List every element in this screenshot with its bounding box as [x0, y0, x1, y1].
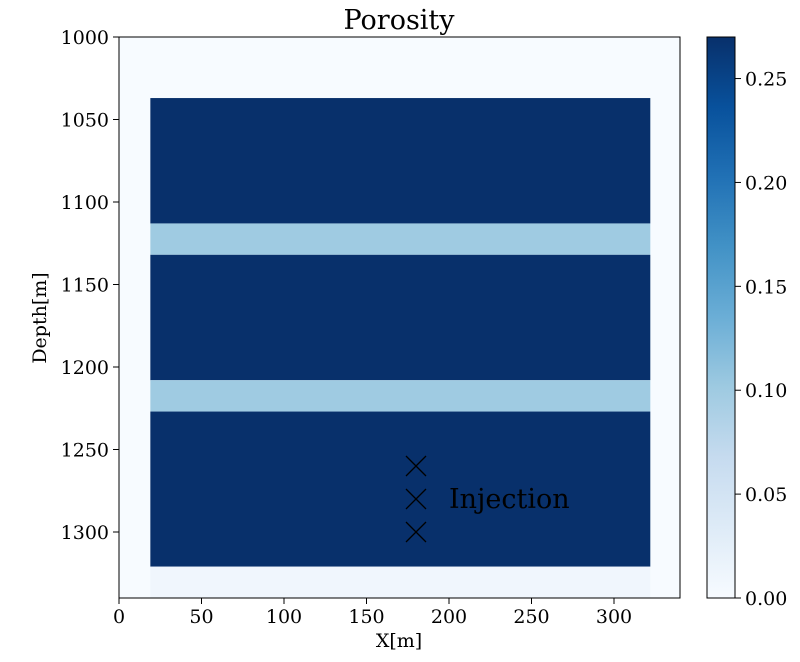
porosity-band-4 — [150, 380, 651, 412]
x-tick-label: 50 — [189, 606, 213, 628]
colorbar-tick-label: 0.15 — [745, 276, 787, 298]
colorbar-tick-label: 0.10 — [745, 380, 787, 402]
plot-frame — [118, 36, 681, 599]
x-axis-label: X[m] — [376, 630, 422, 652]
x-tick-label: 250 — [513, 606, 549, 628]
plot-area: Injection — [118, 36, 681, 599]
x-tick-label: 150 — [348, 606, 384, 628]
y-axis-label: Depth[m] — [29, 272, 51, 363]
x-tick-label: 100 — [266, 606, 302, 628]
y-tick-label: 1150 — [61, 275, 109, 297]
y-tick-label: 1100 — [61, 192, 109, 214]
porosity-band-3 — [150, 254, 651, 381]
colorbar-gradient — [706, 36, 736, 599]
x-axis: 0 50 100 150 200 250 300 — [113, 598, 632, 628]
colorbar-ticks: 0.00 0.05 0.10 0.15 0.20 0.25 — [735, 69, 787, 610]
chart-title: Porosity — [343, 5, 455, 36]
colorbar: 0.00 0.05 0.10 0.15 0.20 0.25 — [706, 36, 787, 610]
porosity-band-6 — [150, 566, 651, 598]
y-tick-label: 1300 — [61, 522, 109, 544]
y-tick-label: 1250 — [61, 440, 109, 462]
injection-marker-2 — [405, 488, 427, 510]
porosity-band-2 — [150, 223, 651, 255]
porosity-band-1 — [150, 98, 651, 224]
x-tick-label: 0 — [113, 606, 125, 628]
colorbar-tick-label: 0.05 — [745, 484, 787, 506]
y-tick-label: 1000 — [61, 27, 109, 49]
colorbar-tick-label: 0.20 — [745, 172, 787, 194]
injection-annotation: Injection — [449, 484, 570, 515]
colorbar-tick-label: 0.25 — [745, 69, 787, 91]
porosity-regions — [150, 98, 651, 598]
x-tick-label: 200 — [431, 606, 467, 628]
colorbar-tick-label: 0.00 — [745, 588, 787, 610]
y-axis: 1000 1050 1100 1150 1200 1250 1300 — [61, 27, 119, 544]
y-tick-label: 1050 — [61, 110, 109, 132]
porosity-band-5 — [150, 411, 651, 567]
injection-marker-3 — [405, 521, 427, 543]
y-tick-label: 1200 — [61, 357, 109, 379]
injection-markers — [405, 455, 427, 543]
x-tick-label: 300 — [596, 606, 632, 628]
injection-marker-1 — [405, 455, 427, 477]
